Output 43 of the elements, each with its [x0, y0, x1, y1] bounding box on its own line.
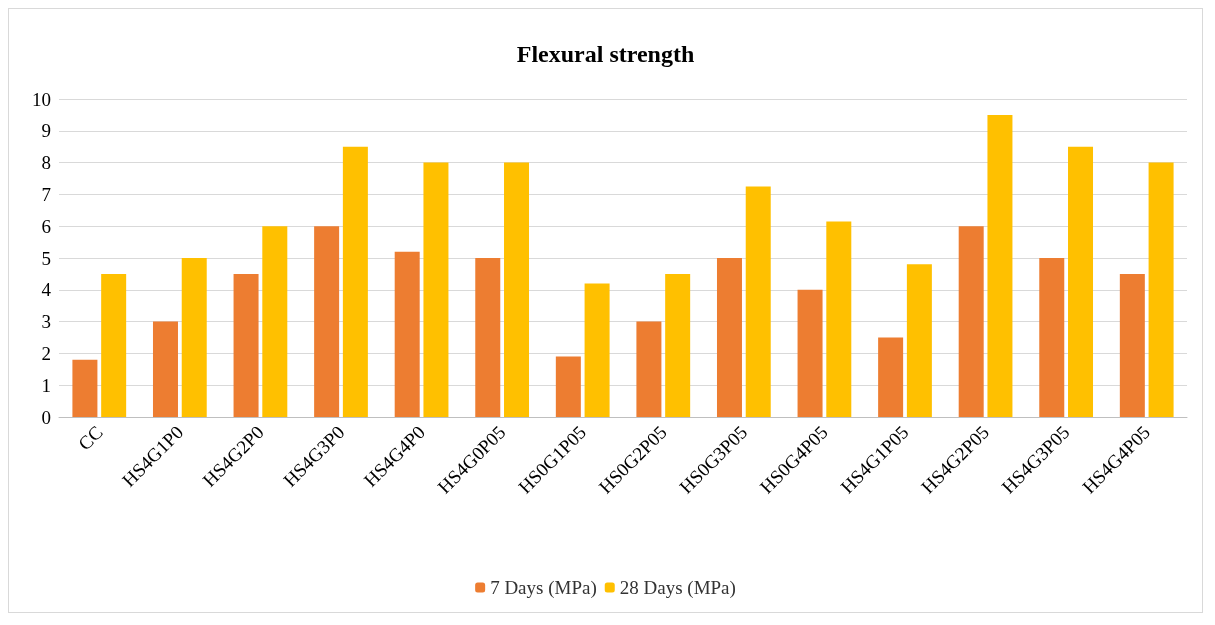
- x-tick-label: CC: [73, 421, 107, 455]
- bar: [797, 289, 823, 417]
- bar: [826, 221, 852, 417]
- bar: [958, 226, 984, 417]
- bar: [152, 321, 178, 417]
- bar: [665, 273, 691, 417]
- y-tick-label: 3: [41, 311, 51, 333]
- bar: [987, 114, 1013, 417]
- legend-label: 7 Days (MPa): [490, 577, 597, 599]
- bar: [394, 251, 420, 417]
- bar: [342, 146, 368, 417]
- y-tick-label: 2: [41, 342, 51, 364]
- bar: [1039, 258, 1065, 417]
- y-tick-label: 9: [41, 120, 51, 142]
- bar: [423, 162, 449, 417]
- y-tick-label: 6: [41, 215, 51, 237]
- bar: [878, 337, 904, 417]
- bar: [636, 321, 662, 417]
- bar: [584, 283, 610, 417]
- bar: [475, 258, 501, 417]
- bar: [101, 273, 127, 417]
- bar: [1068, 146, 1094, 417]
- y-tick-label: 5: [41, 247, 51, 269]
- bar: [314, 226, 340, 417]
- bar: [72, 359, 98, 417]
- legend-label: 28 Days (MPa): [619, 577, 736, 599]
- y-tick-label: 0: [41, 406, 51, 428]
- bar: [1119, 273, 1145, 417]
- bar: [262, 226, 288, 417]
- bar: [716, 258, 742, 417]
- y-tick-label: 8: [41, 152, 51, 174]
- bar: [233, 273, 259, 417]
- bar: [555, 356, 581, 417]
- y-tick-label: 4: [41, 279, 52, 301]
- bar: [906, 264, 932, 417]
- bar: [1148, 162, 1174, 417]
- y-tick-label: 7: [41, 183, 51, 205]
- bar: [181, 258, 207, 417]
- bar: [504, 162, 530, 417]
- bar: [745, 186, 771, 417]
- y-tick-label: 10: [32, 88, 51, 110]
- chart-title: Flexural strength: [516, 41, 695, 67]
- y-tick-label: 1: [41, 374, 51, 396]
